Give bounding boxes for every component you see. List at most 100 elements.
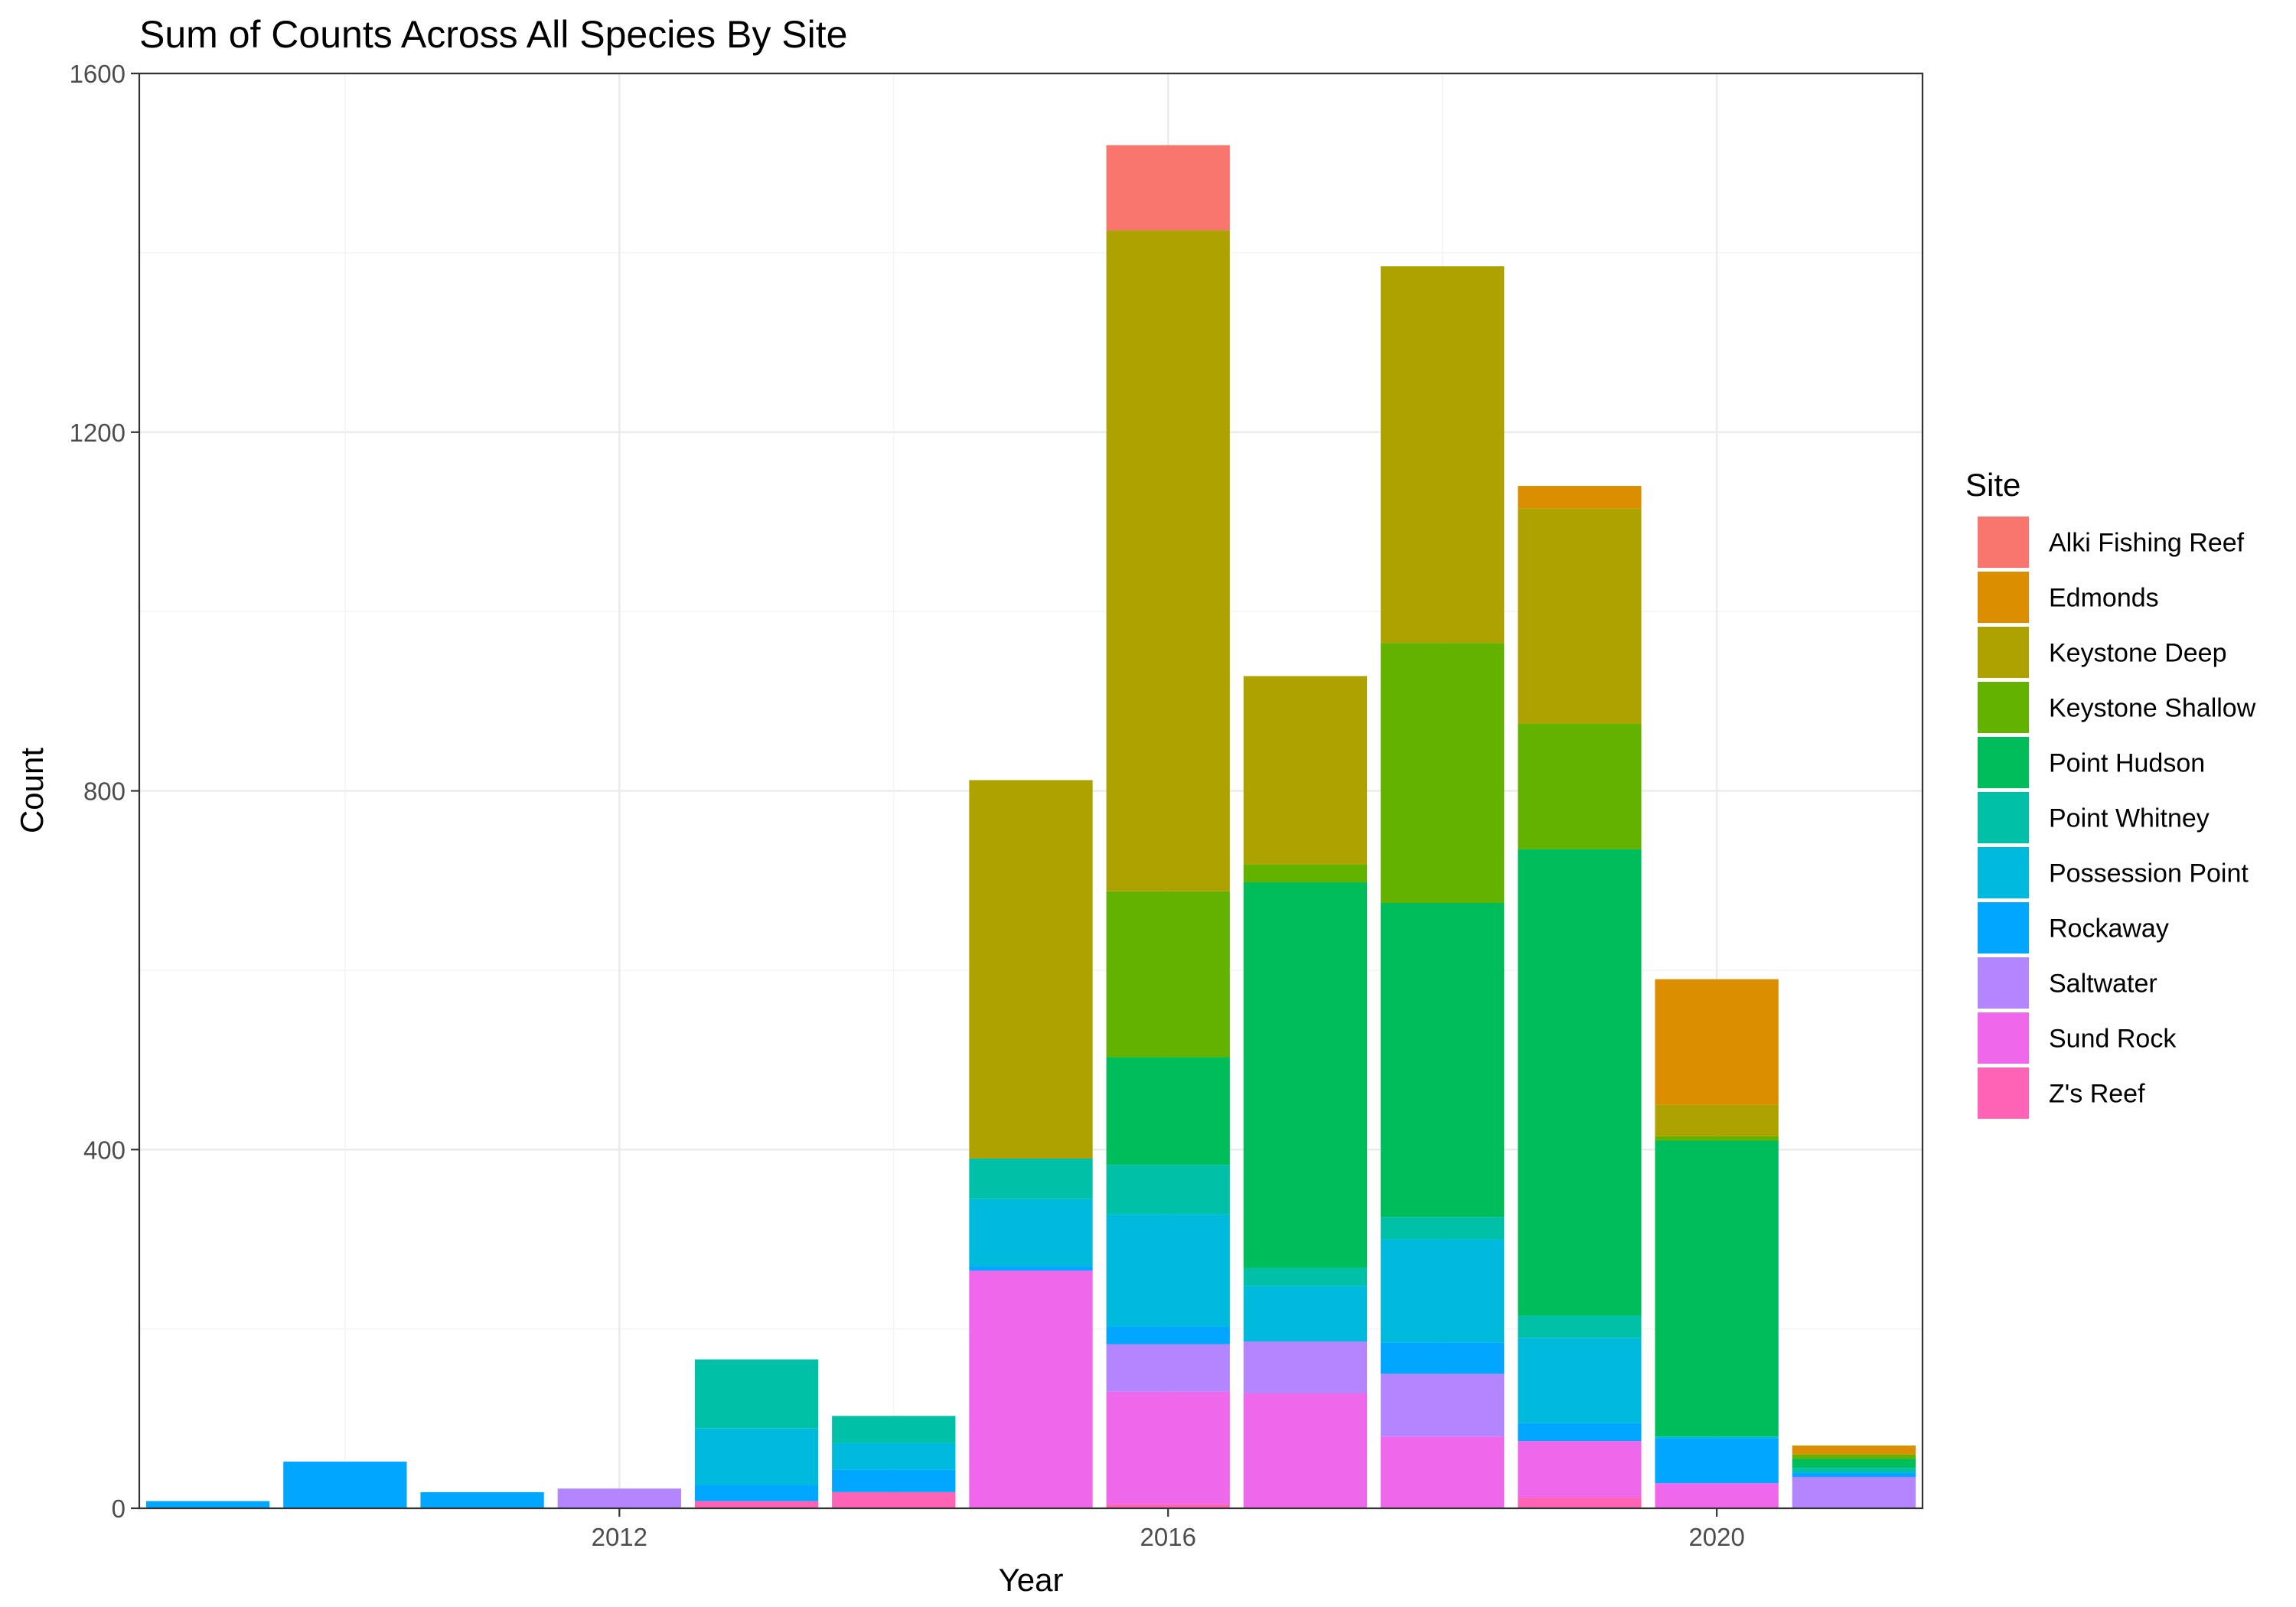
bar-segment [1106, 1344, 1230, 1392]
legend-key [1978, 572, 2029, 623]
legend-label: Alki Fishing Reef [2049, 529, 2245, 558]
legend-title: Site [1965, 467, 2020, 503]
y-tick-label: 1200 [70, 419, 126, 447]
bar-segment [1106, 891, 1230, 1058]
y-tick-label: 800 [83, 777, 126, 806]
x-tick-label: 2012 [592, 1523, 647, 1551]
legend-label: Point Hudson [2049, 749, 2205, 778]
bar-segment [832, 1491, 956, 1508]
bar-segment [1518, 1497, 1642, 1508]
bars [145, 145, 1916, 1508]
bar-segment [1243, 1341, 1368, 1393]
bar-segment [1655, 1104, 1779, 1136]
bar-segment [1381, 266, 1505, 644]
bar-segment [1792, 1459, 1916, 1468]
y-axis: 0 400 800 1200 1600 [70, 60, 139, 1523]
bar-segment [1655, 1136, 1779, 1141]
legend-label: Keystone Shallow [2049, 694, 2256, 723]
bar-segment [832, 1469, 956, 1492]
y-axis-title: Count [14, 748, 50, 833]
bar-segment [557, 1488, 681, 1508]
bar-segment [1792, 1454, 1916, 1459]
bar-segment [1106, 1214, 1230, 1327]
bar-segment [969, 780, 1093, 1159]
legend-label: Rockaway [2049, 914, 2169, 944]
bar-segment [1106, 1326, 1230, 1345]
x-axis-title: Year [999, 1562, 1064, 1598]
bar-segment [1792, 1468, 1916, 1473]
bar-segment [1106, 1057, 1230, 1165]
legend-label: Point Whitney [2049, 804, 2210, 833]
bar-segment [1655, 1483, 1779, 1508]
legend: Site Alki Fishing Reef Edmonds Keystone De… [1965, 467, 2256, 1119]
bar-segment [283, 1462, 407, 1508]
bar-segment [145, 1501, 270, 1508]
legend-key [1978, 1068, 2029, 1119]
bar-segment [1518, 1338, 1642, 1423]
bar-segment [1792, 1476, 1916, 1508]
legend-label: Keystone Deep [2049, 639, 2227, 668]
bar-segment [969, 1270, 1093, 1508]
bar-segment [1381, 1342, 1505, 1374]
bar-segment [1518, 1315, 1642, 1338]
bar-segment [1381, 643, 1505, 903]
bar-segment [1518, 486, 1642, 509]
bar-segment [1518, 1441, 1642, 1498]
legend-label: Sund Rock [2049, 1025, 2177, 1054]
y-tick-label: 1600 [70, 60, 126, 88]
bar-segment [1518, 1423, 1642, 1442]
bar-segment [969, 1266, 1093, 1271]
bar-segment [1518, 723, 1642, 849]
bar-segment [969, 1198, 1093, 1266]
x-axis: 2012 2016 2020 [592, 1508, 1745, 1551]
bar-segment [1655, 1140, 1779, 1437]
legend-key [1978, 957, 2029, 1009]
bar-segment [420, 1491, 544, 1508]
legend-key [1978, 902, 2029, 953]
bar-segment [1243, 1267, 1368, 1286]
bar-segment [1243, 882, 1368, 1268]
bar-segment [1518, 849, 1642, 1316]
bar-segment [1106, 145, 1230, 231]
bar-segment [1106, 1391, 1230, 1504]
legend-key [1978, 737, 2029, 788]
legend-label: Possession Point [2049, 859, 2249, 888]
x-tick-label: 2020 [1688, 1523, 1744, 1551]
bar-segment [1106, 230, 1230, 892]
bar-segment [969, 1158, 1093, 1199]
bar-segment [1381, 1239, 1505, 1343]
legend-key [1978, 517, 2029, 568]
bar-segment [1381, 902, 1505, 1217]
chart-title: Sum of Counts Across All Species By Site [139, 13, 847, 56]
bar-segment [1655, 1438, 1779, 1484]
bar-segment [1381, 1374, 1505, 1437]
bar-segment [694, 1428, 819, 1485]
legend-key [1978, 792, 2029, 843]
y-tick-label: 400 [83, 1136, 126, 1164]
bar-segment [1381, 1217, 1505, 1240]
bar-segment [1381, 1436, 1505, 1508]
bar-segment [1106, 1165, 1230, 1214]
legend-key [1978, 682, 2029, 733]
bar-segment [1243, 1286, 1368, 1342]
bar-segment [1792, 1472, 1916, 1477]
bar-segment [1518, 508, 1642, 724]
bar-segment [1655, 979, 1779, 1105]
legend-label: Saltwater [2049, 970, 2157, 999]
bar-segment [1243, 676, 1368, 865]
bar-segment [1243, 864, 1368, 883]
bar-segment [832, 1416, 956, 1443]
y-tick-label: 0 [112, 1495, 126, 1523]
bar-segment [1106, 1504, 1230, 1508]
bar-segment [694, 1485, 819, 1501]
legend-label: Edmonds [2049, 584, 2159, 613]
x-tick-label: 2016 [1140, 1523, 1196, 1551]
legend-label: Z's Reef [2049, 1080, 2145, 1109]
bar-segment [694, 1501, 819, 1508]
bar-segment [832, 1442, 956, 1470]
legend-key [1978, 627, 2029, 678]
bar-segment [1243, 1393, 1368, 1508]
bar-segment [694, 1359, 819, 1429]
legend-key [1978, 847, 2029, 898]
